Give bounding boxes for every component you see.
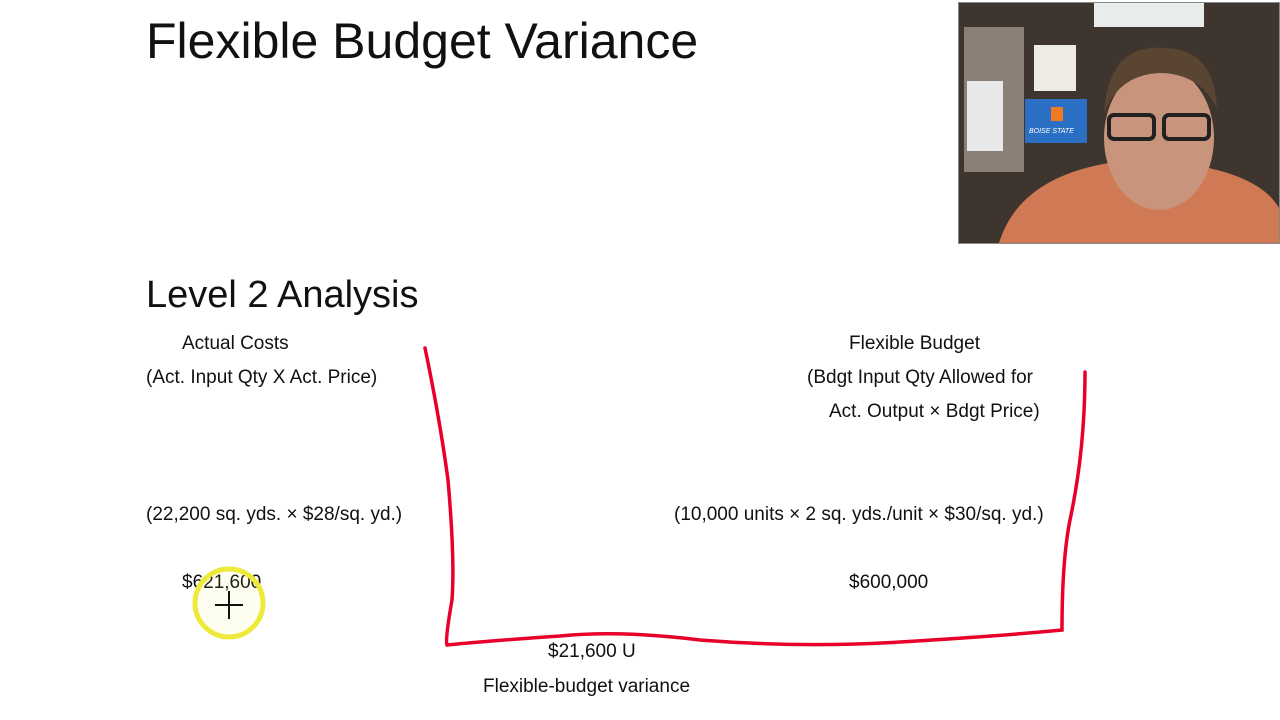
actual-costs-amount: $621,600 [182,572,261,594]
actual-costs-calc: (22,200 sq. yds. × $28/sq. yd.) [146,504,403,525]
slide-title: Flexible Budget Variance [146,13,699,69]
flexible-budget-formula-2: Act. Output × Bdgt Price) [829,401,1040,422]
variance-label: Flexible-budget variance [483,676,691,697]
red-ink-bracket [423,346,1087,647]
variance-amount: $21,600 U [548,641,636,662]
flexible-budget-amount: $600,000 [849,572,929,593]
actual-costs-heading: Actual Costs [182,333,289,354]
section-heading: Level 2 Analysis [146,274,419,316]
actual-costs-formula: (Act. Input Qty X Act. Price) [146,367,378,388]
flexible-budget-heading: Flexible Budget [849,333,980,354]
crosshair-cursor-icon [215,591,243,619]
flexible-budget-formula-1: (Bdgt Input Qty Allowed for [807,367,1034,388]
flag-text: BOISE STATE [1029,128,1074,135]
flexible-budget-calc: (10,000 units × 2 sq. yds./unit × $30/sq… [674,504,1044,525]
webcam-video: BOISE STATE [958,2,1280,244]
